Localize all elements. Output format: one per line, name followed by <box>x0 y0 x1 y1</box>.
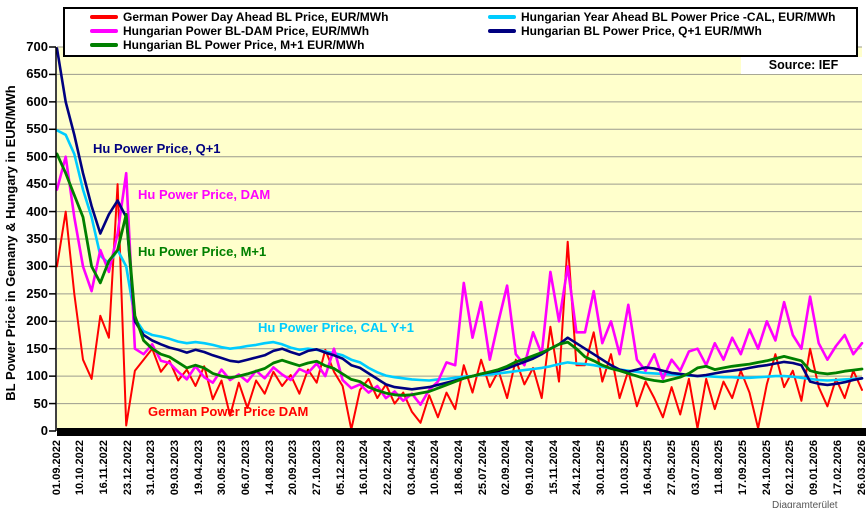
x-tick-label: 02.12.2025 <box>784 440 797 496</box>
x-tick-label: 31.01.2023 <box>145 440 158 496</box>
x-tick-label: 09.01.2026 <box>808 440 821 496</box>
x-tick-label: 01.09.2022 <box>50 440 63 496</box>
x-tick-label: 11.08.2025 <box>713 440 726 495</box>
y-tick-label: 200 <box>26 313 48 329</box>
x-tick-label: 09.10.2024 <box>524 440 537 496</box>
x-tick-label: 16.11.2022 <box>97 440 110 495</box>
y-tick-label: 300 <box>26 258 48 274</box>
x-tick-label: 18.06.2024 <box>453 440 465 496</box>
x-tick-label: 30.05.2023 <box>216 440 229 496</box>
legend-swatch-hu-dam <box>90 29 118 33</box>
x-tick-label: 27.10.2023 <box>310 440 323 496</box>
legend-label: Hungarian Power BL-DAM Price, EUR/MWh <box>123 24 370 38</box>
legend-swatch-hu-m1 <box>90 43 118 47</box>
legend-item-german-dam: German Power Day Ahead BL Price, EUR/MWh <box>90 10 388 24</box>
x-tick-label: 16.04.2025 <box>642 440 655 496</box>
legend-item-hu-cal: Hungarian Year Ahead BL Power Price -CAL… <box>488 10 836 24</box>
x-tick-label: 05.12.2023 <box>334 440 347 496</box>
x-tick-label: 03.07.2025 <box>689 440 702 496</box>
x-tick-label: 20.09.2023 <box>287 440 300 496</box>
legend-item-hu-m1: Hungarian BL Power Price, M+1 EUR/MWh <box>90 38 365 52</box>
y-tick-label: 50 <box>33 395 48 411</box>
series-hu-m1 <box>55 152 864 397</box>
legend-label: Hungarian Year Ahead BL Power Price -CAL… <box>521 10 836 24</box>
annotation-hu-dam: Hu Power Price, DAM <box>138 187 271 202</box>
y-tick-label: 700 <box>26 39 48 54</box>
y-tick-label: 550 <box>26 121 48 137</box>
x-tick-label: 24.10.2025 <box>760 440 773 496</box>
series-hu-dam <box>55 155 864 407</box>
x-tick-label: 16.01.2024 <box>358 440 371 496</box>
y-tick-label: 450 <box>26 176 48 192</box>
y-tick-label: 100 <box>26 368 48 384</box>
y-tick-label: 600 <box>26 93 48 109</box>
y-tick-label: 400 <box>26 203 48 219</box>
x-tick-label: 10.10.2022 <box>74 440 87 496</box>
chart-legend: German Power Day Ahead BL Price, EUR/MWh… <box>63 7 858 57</box>
y-tick-label: 650 <box>26 66 48 82</box>
legend-item-hu-dam: Hungarian Power BL-DAM Price, EUR/MWh <box>90 24 369 38</box>
y-tick-label: 150 <box>26 340 48 356</box>
legend-label: Hungarian BL Power Price, M+1 EUR/MWh <box>123 38 365 52</box>
x-tick-label: 09.03.2023 <box>168 440 181 496</box>
x-tick-label: 26.03.2026 <box>855 440 868 496</box>
annotation-hu-m1: Hu Power Price, M+1 <box>138 244 267 259</box>
legend-swatch-hu-q1 <box>488 29 516 33</box>
x-tick-label: 15.11.2024 <box>547 440 560 495</box>
annotation-hu-q1: Hu Power Price, Q+1 <box>93 141 221 156</box>
x-tick-label: 19.04.2023 <box>192 440 205 496</box>
x-axis-line <box>57 428 866 436</box>
x-tick-label: 03.04.2024 <box>405 440 418 496</box>
x-tick-label: 06.07.2023 <box>239 440 252 496</box>
x-tick-label: 17.09.2025 <box>737 440 750 496</box>
y-tick-label: 500 <box>26 148 48 164</box>
y-tick-label: 250 <box>26 285 48 301</box>
chart-area-tooltip: Diagramterület <box>772 500 838 508</box>
y-tick-label: 0 <box>40 423 48 438</box>
x-tick-label: 25.07.2024 <box>476 440 489 496</box>
x-tick-label: 10.05.2024 <box>429 440 442 496</box>
x-tick-label: 14.08.2023 <box>263 440 276 496</box>
series-german-dam <box>56 183 863 431</box>
legend-label: German Power Day Ahead BL Price, EUR/MWh <box>123 10 389 24</box>
x-tick-label: 30.01.2025 <box>595 440 608 496</box>
source-note: Source: IEF <box>741 57 866 74</box>
annotation-hu-cal: Hu Power Price, CAL Y+1 <box>258 320 414 335</box>
x-tick-label: 23.12.2022 <box>121 440 134 496</box>
x-tick-label: 17.02.2026 <box>831 440 844 496</box>
x-tick-label: 24.12.2024 <box>571 440 584 496</box>
legend-swatch-hu-cal <box>488 15 516 19</box>
legend-label: Hungarian BL Power Price, Q+1 EUR/MWh <box>521 24 762 38</box>
legend-item-hu-q1: Hungarian BL Power Price, Q+1 EUR/MWh <box>488 24 762 38</box>
x-tick-label: 22.02.2024 <box>381 440 394 496</box>
x-tick-label: 02.09.2024 <box>500 440 513 496</box>
series-hu-cal <box>55 129 864 382</box>
x-tick-label: 10.03.2025 <box>618 440 631 496</box>
legend-swatch-german-dam <box>90 15 118 19</box>
annotation-german-dam: German Power Price DAM <box>148 404 309 419</box>
y-tick-label: 350 <box>26 231 48 246</box>
x-tick-label: 27.05.2025 <box>666 440 679 496</box>
